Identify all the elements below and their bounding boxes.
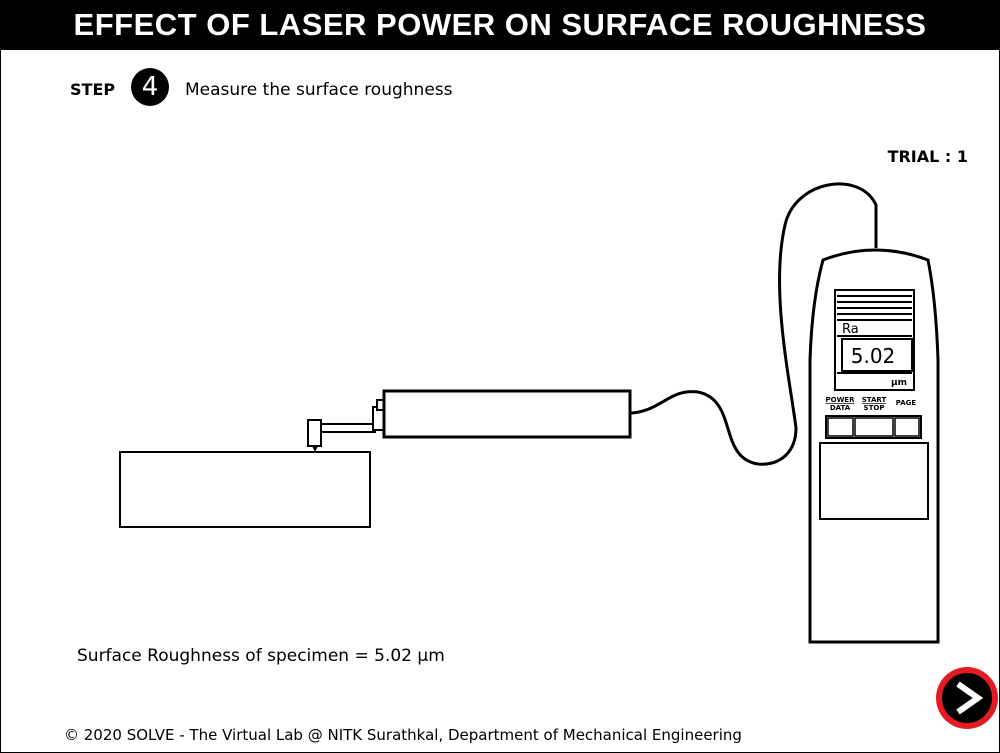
result-text: Surface Roughness of specimen = 5.02 μm (77, 646, 445, 666)
probe-body (382, 389, 632, 439)
next-arrow-icon (956, 681, 984, 715)
data-label: DATA (830, 404, 851, 412)
power-label: POWER (826, 396, 856, 404)
tester-display: Ra 5.02 μm (834, 289, 915, 391)
start-label: START (862, 396, 887, 404)
roughness-reading: 5.02 (851, 344, 896, 368)
stop-label: STOP (864, 404, 885, 412)
next-button-inner (942, 673, 992, 723)
parameter-label: Ra (842, 322, 859, 337)
probe-cable (629, 182, 878, 466)
page-label: PAGE (896, 399, 917, 407)
step-label: STEP (70, 80, 116, 99)
power-data-button (827, 417, 854, 437)
trial-indicator: TRIAL : 1 (887, 147, 968, 166)
start-stop-button (854, 417, 894, 437)
footer-copyright: © 2020 SOLVE - The Virtual Lab @ NITK Su… (64, 726, 742, 744)
tester-buttons (825, 415, 922, 439)
page-button (894, 417, 920, 437)
unit-label: μm (891, 378, 907, 388)
tester-lower-panel (819, 442, 929, 520)
next-button[interactable] (936, 667, 998, 729)
specimen-block (119, 451, 371, 528)
page-title: EFFECT OF LASER POWER ON SURFACE ROUGHNE… (0, 0, 1000, 50)
step-number-badge: 4 (131, 68, 169, 106)
probe-tip (307, 399, 386, 452)
step-instruction: Measure the surface roughness (185, 80, 453, 100)
